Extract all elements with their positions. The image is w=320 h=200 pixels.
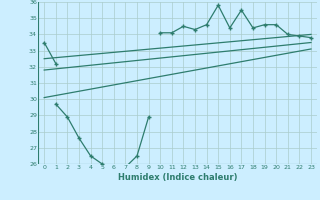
X-axis label: Humidex (Indice chaleur): Humidex (Indice chaleur) — [118, 173, 237, 182]
